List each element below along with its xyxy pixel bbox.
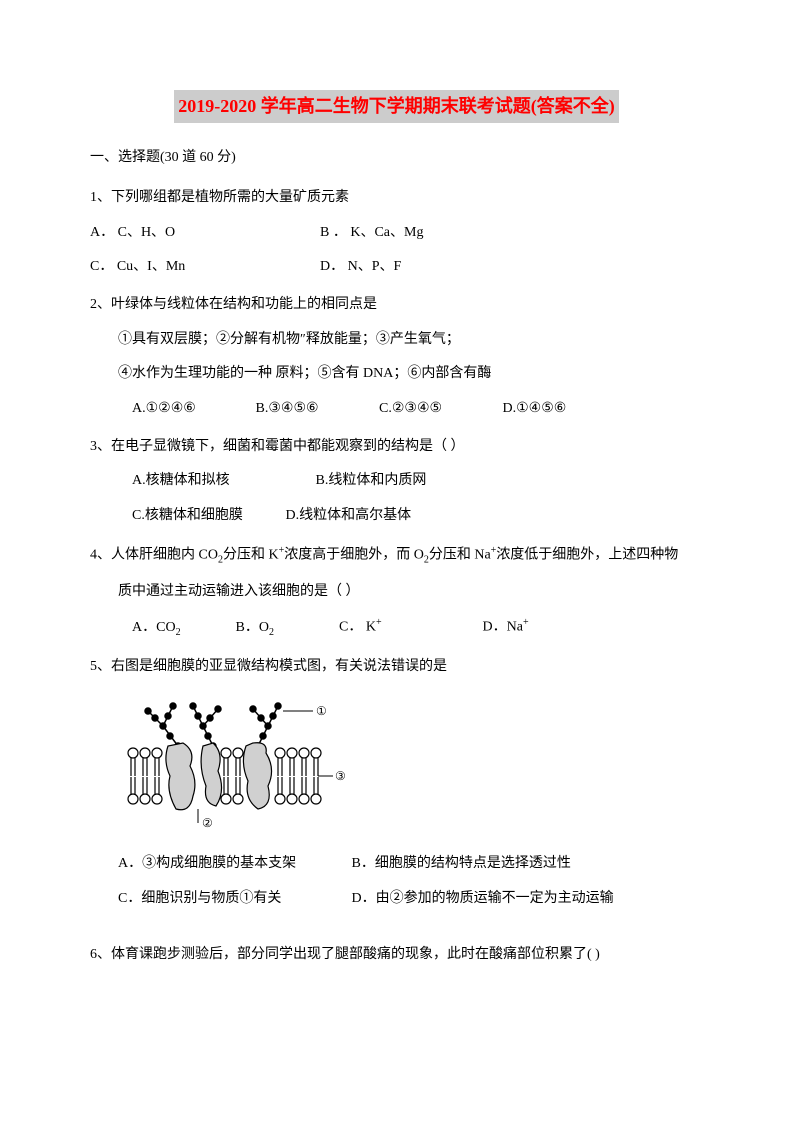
q5-opt-c: C．细胞识别与物质①有关 xyxy=(118,888,348,910)
question-5: 5、右图是细胞膜的亚显微结构模式图，有关说法错误的是 ① xyxy=(90,656,703,910)
q1-opt-c: C． Cu、I、Mn xyxy=(90,256,320,278)
question-4: 4、人体肝细胞内 CO2分压和 K+浓度高于细胞外，而 O2分压和 Na+浓度低… xyxy=(90,543,703,640)
diagram-label-2: ② xyxy=(202,816,213,830)
q1-row2: C． Cu、I、Mn D． N、P、F xyxy=(90,256,703,278)
title-container: 2019-2020 学年高二生物下学期期末联考试题(答案不全) xyxy=(90,90,703,147)
q1-opt-b: B ． K、Ca、Mg xyxy=(320,222,423,244)
q1-row1: A． C、H、O B ． K、Ca、Mg xyxy=(90,222,703,244)
q4-cont: 质中通过主动运输进入该细胞的是（ ） xyxy=(90,581,703,603)
q3-text: 3、在电子显微镜下，细菌和霉菌中都能观察到的结构是（ ） xyxy=(90,436,703,458)
question-1: 1、下列哪组都是植物所需的大量矿质元素 A． C、H、O B ． K、Ca、Mg… xyxy=(90,187,703,278)
q4-t3: 浓度高于细胞外，而 O xyxy=(284,548,424,563)
q2-opt-a: A.①②④⑥ xyxy=(132,398,252,420)
q4-opts: A．CO2 B．O2 C． K+ D．Na+ xyxy=(90,615,703,640)
q4-opt-a: A．CO2 xyxy=(132,617,232,641)
q2-line1: ①具有双层膜；②分解有机物″释放能量；③产生氧气； xyxy=(90,329,703,351)
q1-text: 1、下列哪组都是植物所需的大量矿质元素 xyxy=(90,187,703,209)
q4-opt-c: C． K+ xyxy=(339,615,479,639)
q5-opt-d: D．由②参加的物质运输不一定为主动运输 xyxy=(352,888,614,910)
q2-opt-c: C.②③④⑤ xyxy=(379,398,499,420)
page-title: 2019-2020 学年高二生物下学期期末联考试题(答案不全) xyxy=(174,90,618,123)
question-2: 2、叶绿体与线粒体在结构和功能上的相同点是 ①具有双层膜；②分解有机物″释放能量… xyxy=(90,294,703,420)
q2-opts: A.①②④⑥ B.③④⑤⑥ C.②③④⑤ D.①④⑤⑥ xyxy=(90,398,703,420)
q6-text: 6、体育课跑步测验后，部分同学出现了腿部酸痛的现象，此时在酸痛部位积累了( ) xyxy=(90,944,703,966)
q3-row1: A.核糖体和拟核 B.线粒体和内质网 xyxy=(90,470,703,492)
diagram-label-1: ① xyxy=(316,704,327,718)
q4-t2: 分压和 K xyxy=(223,548,279,563)
q5-opt-b: B．细胞膜的结构特点是选择透过性 xyxy=(352,853,571,875)
q4-text: 4、人体肝细胞内 CO2分压和 K+浓度高于细胞外，而 O2分压和 Na+浓度低… xyxy=(90,543,703,568)
q5-row1: A．③构成细胞膜的基本支架 B．细胞膜的结构特点是选择透过性 xyxy=(90,853,703,875)
q4-t4: 分压和 Na xyxy=(429,548,491,563)
q2-text: 2、叶绿体与线粒体在结构和功能上的相同点是 xyxy=(90,294,703,316)
membrane-diagram: ① xyxy=(118,691,703,839)
q1-opt-d: D． N、P、F xyxy=(320,256,401,278)
q4-opt-d: D．Na+ xyxy=(483,615,529,639)
question-6: 6、体育课跑步测验后，部分同学出现了腿部酸痛的现象，此时在酸痛部位积累了( ) xyxy=(90,944,703,966)
diagram-label-3: ③ xyxy=(335,769,346,783)
q3-row2: C.核糖体和细胞膜 D.线粒体和高尔基体 xyxy=(90,505,703,527)
q5-row2: C．细胞识别与物质①有关 D．由②参加的物质运输不一定为主动运输 xyxy=(90,888,703,910)
question-3: 3、在电子显微镜下，细菌和霉菌中都能观察到的结构是（ ） A.核糖体和拟核 B.… xyxy=(90,436,703,527)
q5-text: 5、右图是细胞膜的亚显微结构模式图，有关说法错误的是 xyxy=(90,656,703,678)
q3-opt-d: D.线粒体和高尔基体 xyxy=(286,505,412,527)
section-heading: 一、选择题(30 道 60 分) xyxy=(90,147,703,169)
q3-opt-a: A.核糖体和拟核 xyxy=(132,470,312,492)
q1-opt-a: A． C、H、O xyxy=(90,222,320,244)
q3-opt-b: B.线粒体和内质网 xyxy=(316,470,427,492)
q2-opt-d: D.①④⑤⑥ xyxy=(503,398,567,420)
q4-t5: 浓度低于细胞外，上述四种物 xyxy=(496,548,678,563)
q4-opt-b: B．O2 xyxy=(236,617,336,641)
q2-opt-b: B.③④⑤⑥ xyxy=(256,398,376,420)
q4-t1: 4、人体肝细胞内 CO xyxy=(90,548,218,563)
q5-opt-a: A．③构成细胞膜的基本支架 xyxy=(118,853,348,875)
q2-line2: ④水作为生理功能的一种 原料；⑤含有 DNA；⑥内部含有酶 xyxy=(90,363,703,385)
q3-opt-c: C.核糖体和细胞膜 xyxy=(132,505,282,527)
